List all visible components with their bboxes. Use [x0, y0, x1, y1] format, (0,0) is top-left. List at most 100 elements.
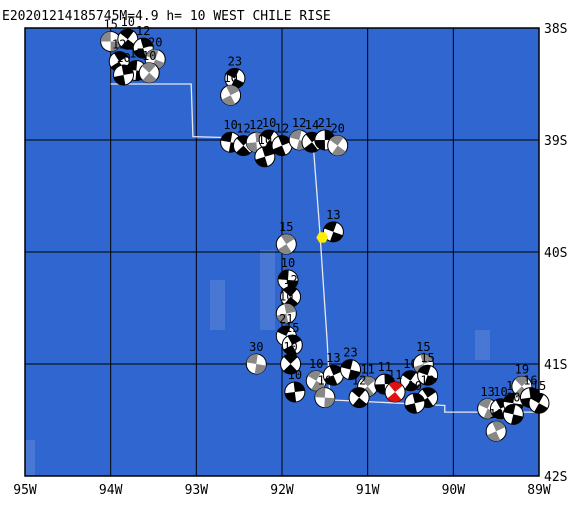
- y-tick-label: 38S: [544, 22, 567, 37]
- y-tick-label: 39S: [544, 134, 567, 149]
- depth-label: 12: [249, 118, 263, 132]
- beachball-quadrant: [110, 41, 121, 52]
- beachball-quadrant: [314, 140, 326, 150]
- beachball-quadrant: [283, 354, 298, 364]
- depth-label: 10: [493, 385, 507, 399]
- y-tick-label: 41S: [544, 358, 567, 373]
- beachball-quadrant: [133, 48, 146, 59]
- x-tick-label: 89W: [527, 483, 551, 498]
- depth-label: 13: [326, 351, 340, 365]
- beachball-quadrant: [331, 145, 346, 156]
- focal-mechanism: [271, 135, 293, 157]
- depth-label: 10: [309, 357, 323, 371]
- beachball-quadrant: [145, 49, 159, 60]
- beachball-quadrant: [324, 375, 338, 386]
- depth-label: 10: [288, 368, 302, 382]
- depth-label: 19: [515, 362, 529, 376]
- beachball-quadrant: [276, 313, 289, 324]
- depth-label: 12: [112, 38, 126, 52]
- depth-label: 13: [326, 208, 340, 222]
- focal-mechanism: [280, 286, 302, 308]
- beachball-quadrant: [329, 365, 343, 376]
- depth-label: 10: [262, 116, 276, 130]
- beachball-quadrant: [352, 397, 367, 408]
- depth-label: 12: [275, 122, 289, 136]
- depth-label: 12: [292, 116, 306, 130]
- focal-mechanism: [502, 403, 524, 425]
- focal-mechanism: [314, 387, 336, 409]
- beachball-quadrant: [340, 359, 353, 370]
- beachball-quadrant: [404, 380, 419, 391]
- depth-label: 15: [285, 321, 299, 335]
- focal-mechanism: [138, 62, 160, 84]
- beachball-quadrant: [492, 421, 506, 432]
- depth-label: 14: [305, 118, 319, 132]
- depth-label: 10: [223, 71, 237, 85]
- beachball-quadrant: [246, 142, 258, 153]
- focal-mechanism: [528, 392, 550, 414]
- depth-label: 10: [281, 256, 295, 270]
- focal-mechanism: [113, 64, 135, 86]
- beachball-quadrant: [260, 130, 275, 140]
- depth-label: 11: [388, 368, 402, 382]
- focal-mechanism: [220, 84, 242, 106]
- beachball-quadrant: [254, 364, 267, 374]
- x-tick-label: 90W: [442, 483, 466, 498]
- depth-label: 15: [129, 47, 143, 61]
- beachball-quadrant: [405, 403, 418, 414]
- beachball-quadrant: [304, 142, 319, 153]
- depth-label: 23: [343, 346, 357, 360]
- beachball-quadrant: [283, 364, 298, 375]
- depth-label: 15: [103, 17, 117, 31]
- depth-label: 12: [236, 122, 250, 136]
- beachball-quadrant: [278, 270, 289, 280]
- focal-mechanism: [254, 146, 276, 168]
- beachball-quadrant: [255, 156, 268, 167]
- x-tick-label: 91W: [356, 483, 380, 498]
- beachball-quadrant: [142, 72, 157, 83]
- beachball-quadrant: [324, 221, 337, 232]
- beachball-quadrant: [351, 387, 366, 398]
- focal-mechanism: [117, 28, 139, 50]
- beachball-quadrant: [277, 326, 291, 336]
- beachball-quadrant: [514, 376, 529, 387]
- depth-label: 11: [378, 360, 392, 374]
- beachball-quadrant: [418, 365, 431, 376]
- beachball-quadrant: [534, 403, 548, 414]
- beachball-quadrant: [289, 130, 302, 140]
- depth-label: 13: [480, 385, 494, 399]
- depth-label: 21: [279, 312, 293, 326]
- focal-mechanism: [280, 353, 302, 375]
- focal-mechanism: [404, 392, 426, 414]
- depth-label: 12: [283, 273, 297, 287]
- beachball-quadrant: [530, 393, 544, 404]
- beachball-quadrant: [388, 382, 403, 392]
- beachball-quadrant: [374, 384, 386, 395]
- beachball-quadrant: [329, 135, 344, 146]
- beachball-quadrant: [121, 65, 134, 76]
- depth-label: 11: [360, 362, 374, 376]
- beachball-quadrant: [422, 387, 436, 398]
- depth-label: 10: [142, 49, 156, 63]
- beachball-quadrant: [293, 381, 305, 392]
- plate-boundary: [110, 83, 539, 413]
- depth-label: 10: [489, 407, 503, 421]
- depth-label: 15: [416, 340, 430, 354]
- x-tick-label: 94W: [99, 483, 123, 498]
- map-title: E20201214185745M=4.9 h= 10 WEST CHILE RI…: [2, 9, 331, 24]
- depth-label: 10: [506, 390, 520, 404]
- seafloor-feature: [210, 280, 225, 330]
- focal-mechanism: [322, 221, 344, 243]
- beachball-quadrant: [348, 369, 361, 380]
- depth-label: 16: [523, 374, 537, 388]
- beachball-quadrant: [283, 286, 298, 297]
- focal-mechanism: [400, 370, 421, 392]
- beachball-quadrant: [284, 392, 297, 403]
- beachball-quadrant: [412, 393, 425, 404]
- depth-label: 10: [223, 118, 237, 132]
- beachball-quadrant: [277, 244, 292, 255]
- beachball-quadrant: [361, 376, 376, 387]
- beachball-quadrant: [283, 344, 297, 355]
- depth-label: 10: [318, 374, 332, 388]
- focal-mechanism: [275, 303, 297, 325]
